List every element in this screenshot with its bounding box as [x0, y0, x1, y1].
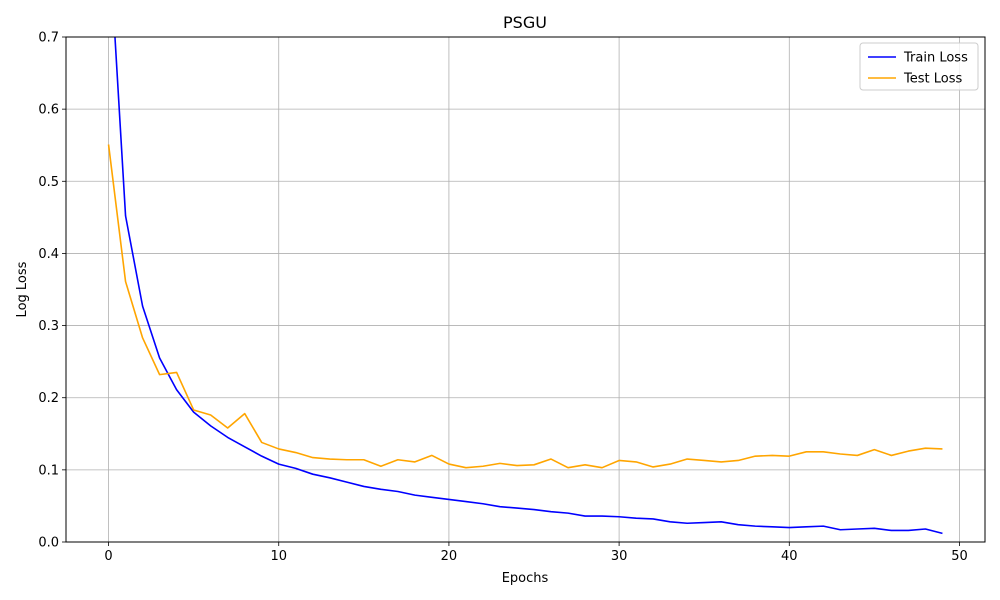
y-axis-ticks: 0.0 0.1 0.2 0.3 0.4 0.5 0.6 0.7 — [38, 31, 66, 551]
y-tick-label: 0.1 — [38, 463, 59, 478]
y-tick-label: 0.0 — [38, 536, 59, 551]
legend: Train Loss Test Loss — [859, 42, 979, 91]
x-axis-label: Epochs — [502, 571, 549, 586]
legend-label: Train Loss — [903, 51, 968, 66]
series-line-train-loss — [114, 37, 943, 535]
chart-title: PSGU — [503, 13, 547, 32]
x-tick-label: 10 — [270, 549, 287, 564]
plot-frame — [65, 36, 986, 543]
y-tick-label: 0.5 — [38, 175, 59, 190]
x-tick-label: 30 — [611, 549, 628, 564]
y-tick-label: 0.3 — [38, 319, 59, 334]
y-tick-label: 0.4 — [38, 247, 59, 262]
y-tick-label: 0.2 — [38, 391, 59, 406]
series-layer — [107, 37, 943, 535]
x-tick-label: 0 — [104, 549, 112, 564]
grid — [66, 36, 985, 543]
legend-label: Test Loss — [903, 72, 962, 87]
y-tick-label: 0.6 — [38, 103, 59, 118]
x-tick-label: 40 — [781, 549, 798, 564]
x-axis-ticks: 0 10 20 30 40 50 — [104, 542, 968, 564]
y-tick-label: 0.7 — [38, 31, 59, 46]
x-tick-label: 20 — [441, 549, 458, 564]
series-line-test-loss — [107, 144, 943, 469]
x-tick-label: 50 — [951, 549, 968, 564]
y-axis-label: Log Loss — [15, 261, 30, 317]
